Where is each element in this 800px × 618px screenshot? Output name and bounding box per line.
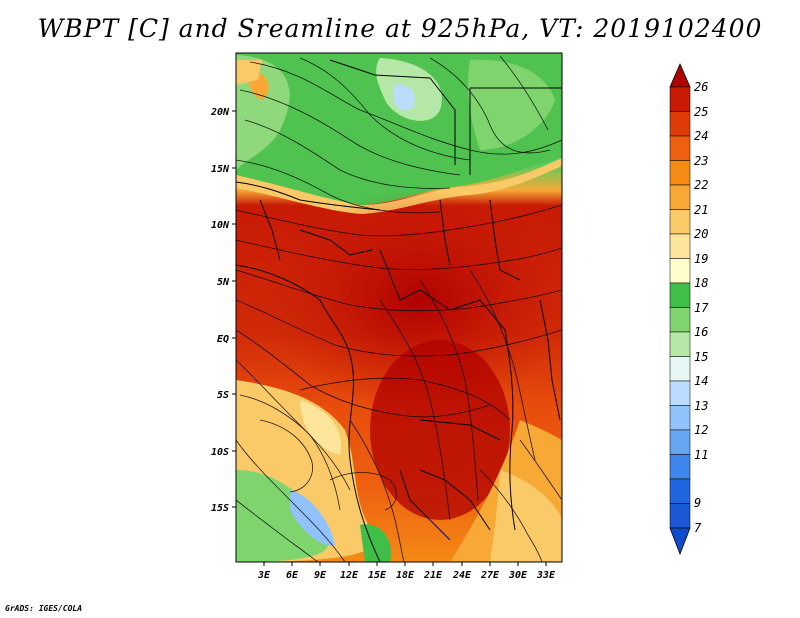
lon-label: 6E bbox=[286, 570, 299, 581]
lat-label: 15N bbox=[211, 164, 230, 175]
colorbar-label: 22 bbox=[694, 178, 708, 192]
lon-label: 27E bbox=[480, 570, 500, 581]
lon-label: 33E bbox=[536, 570, 556, 581]
colorbar: 26 25 24 23 22 21 20 19 18 17 16 15 14 1… bbox=[669, 62, 709, 556]
colorbar-segment bbox=[669, 405, 691, 431]
colorbar-label: 23 bbox=[694, 154, 708, 168]
map-field bbox=[236, 53, 562, 562]
map-frame bbox=[235, 52, 563, 563]
colorbar-label: 16 bbox=[694, 325, 708, 339]
colorbar-label: 7 bbox=[694, 521, 702, 535]
colorbar-segment bbox=[669, 258, 691, 284]
lat-label: 5S bbox=[217, 390, 229, 401]
lat-label: 15S bbox=[211, 503, 229, 514]
colorbar-label: 12 bbox=[694, 423, 708, 437]
colorbar-label: 15 bbox=[694, 350, 708, 364]
lat-label: 5N bbox=[217, 277, 230, 288]
colorbar-label: 18 bbox=[694, 276, 708, 290]
lon-ticks bbox=[263, 562, 547, 566]
lat-labels: 20N 15N 10N 5N EQ 5S 10S 15S bbox=[210, 107, 230, 514]
colorbar-segment bbox=[669, 454, 691, 480]
streamlines bbox=[236, 55, 562, 562]
lon-label: 24E bbox=[452, 570, 472, 581]
colorbar-segment bbox=[669, 111, 691, 137]
colorbar-label: 11 bbox=[694, 448, 708, 462]
lon-label: 30E bbox=[508, 570, 528, 581]
colorbar-segment bbox=[669, 503, 691, 529]
colorbar-label: 25 bbox=[694, 105, 708, 119]
lat-label: 20N bbox=[210, 107, 230, 118]
colorbar-segment bbox=[669, 331, 691, 357]
lon-label: 12E bbox=[340, 570, 359, 581]
lon-labels: 3E 6E 9E 12E 15E 18E 21E 24E 27E 30E 33E bbox=[257, 570, 556, 581]
colorbar-segment bbox=[669, 233, 691, 259]
colorbar-top-cap bbox=[669, 62, 691, 88]
lat-label: 10N bbox=[211, 220, 230, 231]
colorbar-segment bbox=[669, 282, 691, 308]
colorbar-segment bbox=[669, 160, 691, 186]
colorbar-label: 24 bbox=[694, 129, 708, 143]
colorbar-segment bbox=[669, 429, 691, 455]
colorbar-label: 19 bbox=[694, 252, 708, 266]
colorbar-label: 21 bbox=[694, 203, 708, 217]
grads-credit: GrADS: IGES/COLA bbox=[5, 604, 83, 613]
lon-label: 9E bbox=[314, 570, 327, 581]
lon-label: 15E bbox=[368, 570, 387, 581]
colorbar-segment bbox=[669, 478, 691, 504]
chart-title: WBPT [C] and Sreamline at 925hPa, VT: 20… bbox=[37, 14, 763, 43]
colorbar-label: 14 bbox=[694, 374, 708, 388]
colorbar-segment bbox=[669, 380, 691, 406]
colorbar-segment bbox=[669, 307, 691, 333]
colorbar-segment bbox=[669, 356, 691, 382]
colorbar-segment bbox=[669, 135, 691, 161]
lon-label: 18E bbox=[396, 570, 415, 581]
colorbar-label: 9 bbox=[694, 496, 701, 510]
lon-label: 3E bbox=[257, 570, 271, 581]
lat-label: 10S bbox=[211, 447, 229, 458]
colorbar-label: 20 bbox=[694, 227, 708, 241]
borders bbox=[236, 59, 562, 562]
lon-label: 21E bbox=[423, 570, 443, 581]
lat-ticks bbox=[232, 110, 236, 508]
colorbar-label: 26 bbox=[694, 80, 708, 94]
colorbar-segment bbox=[669, 86, 691, 112]
colorbar-bottom-cap bbox=[669, 527, 691, 556]
colorbar-segment bbox=[669, 184, 691, 210]
colorbar-label: 17 bbox=[694, 301, 709, 315]
colorbar-segment bbox=[669, 209, 691, 235]
lat-label: EQ bbox=[217, 334, 229, 345]
colorbar-label: 13 bbox=[694, 399, 708, 413]
